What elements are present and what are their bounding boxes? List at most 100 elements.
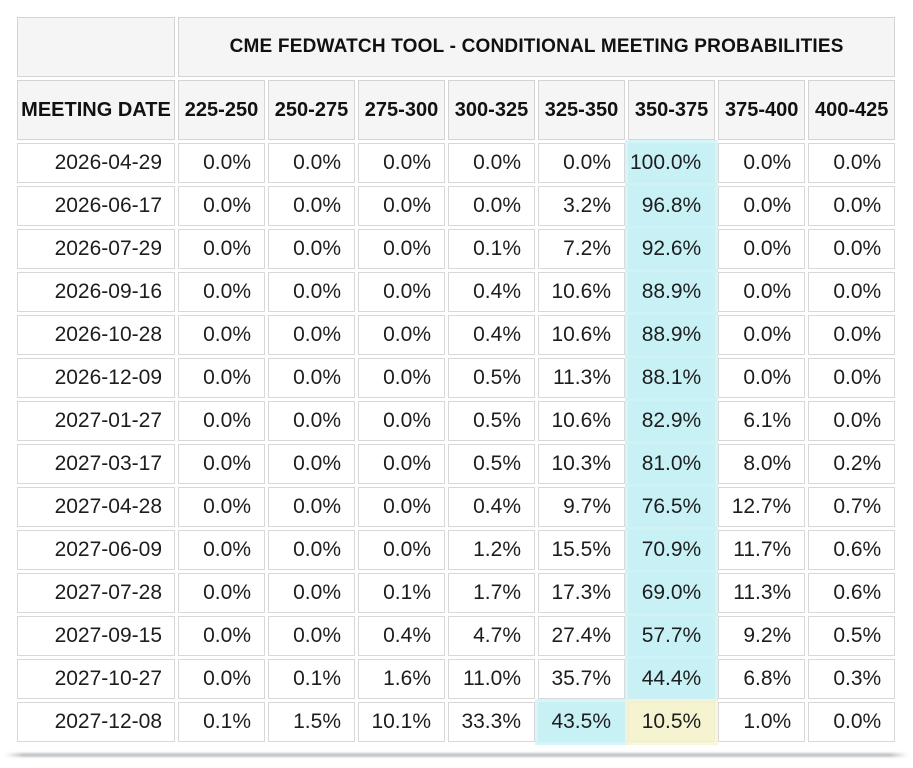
probability-cell: 0.0% [358, 401, 445, 441]
probability-cell: 0.0% [178, 186, 265, 226]
window-bottom-shadow [5, 753, 908, 757]
probability-cell: 0.0% [268, 573, 355, 613]
meeting-date-cell: 2027-09-15 [17, 616, 175, 656]
probability-cell: 1.0% [718, 702, 806, 742]
probability-cell: 11.3% [538, 358, 625, 398]
probability-cell: 0.0% [178, 401, 265, 441]
meeting-date-cell: 2027-04-28 [17, 487, 175, 527]
table-row: 2026-07-29 0.0% 0.0% 0.0% 0.1% 7.2% 92.6% 0.0% 0… [17, 229, 896, 269]
probability-cell: 0.0% [808, 143, 896, 183]
meeting-date-cell: 2027-01-27 [17, 401, 175, 441]
probability-cell: 0.0% [268, 315, 355, 355]
meeting-date-cell: 2026-12-09 [17, 358, 175, 398]
probability-cell: 0.0% [178, 616, 265, 656]
table-row: 2027-01-27 0.0% 0.0% 0.0% 0.5% 10.6% 82.9% 6.1%… [17, 401, 896, 441]
probability-cell-highlighted: 81.0% [628, 444, 716, 484]
probability-cell: 0.2% [808, 444, 896, 484]
probability-cell-highlighted: 88.9% [628, 272, 716, 312]
meeting-date-cell: 2027-10-27 [17, 659, 175, 699]
probability-cell: 0.0% [268, 487, 355, 527]
probability-cell: 0.4% [358, 616, 445, 656]
column-header-rate-375-400: 375-400 [718, 80, 806, 140]
probability-cell-highlighted: 88.1% [628, 358, 716, 398]
probability-cell: 0.6% [808, 573, 896, 613]
meeting-date-cell: 2026-06-17 [17, 186, 175, 226]
probability-cell: 0.1% [448, 229, 535, 269]
table-row: 2026-09-16 0.0% 0.0% 0.0% 0.4% 10.6% 88.9% 0.0%… [17, 272, 896, 312]
probability-cell: 27.4% [538, 616, 625, 656]
probability-cell: 0.0% [808, 401, 896, 441]
probability-cell: 11.0% [448, 659, 535, 699]
table-row: 2027-07-28 0.0% 0.0% 0.1% 1.7% 17.3% 69.0% 11.3… [17, 573, 896, 613]
table-row: 2027-06-09 0.0% 0.0% 0.0% 1.2% 15.5% 70.9% 11.7… [17, 530, 896, 570]
corner-cell [17, 17, 175, 77]
probability-cell: 17.3% [538, 573, 625, 613]
table-row: 2026-04-29 0.0% 0.0% 0.0% 0.0% 0.0% 100.0% 0.0%… [17, 143, 896, 183]
probability-cell: 0.0% [268, 229, 355, 269]
probability-cell: 0.0% [358, 272, 445, 312]
probability-cell: 0.0% [358, 358, 445, 398]
probability-cell-highlighted: 88.9% [628, 315, 716, 355]
probability-cell: 0.0% [718, 358, 806, 398]
probability-cell: 0.0% [808, 186, 896, 226]
column-header-rate-250-275: 250-275 [268, 80, 355, 140]
probability-cell: 0.6% [808, 530, 896, 570]
probability-cell: 8.0% [718, 444, 806, 484]
probability-cell-highlighted: 100.0% [628, 143, 716, 183]
meeting-date-cell: 2026-10-28 [17, 315, 175, 355]
column-header-rate-225-250: 225-250 [178, 80, 265, 140]
probability-cell: 0.0% [718, 186, 806, 226]
probability-cell: 0.0% [358, 530, 445, 570]
probability-cell: 0.0% [178, 573, 265, 613]
probability-cell: 10.3% [538, 444, 625, 484]
probability-cell: 0.0% [178, 444, 265, 484]
probability-cell: 0.0% [178, 659, 265, 699]
probability-cell: 0.0% [718, 272, 806, 312]
fedwatch-table: CME FEDWATCH TOOL - CONDITIONAL MEETING … [14, 14, 898, 745]
probability-cell: 0.4% [448, 272, 535, 312]
table-row: 2027-09-15 0.0% 0.0% 0.4% 4.7% 27.4% 57.7% 9.2%… [17, 616, 896, 656]
probability-cell: 0.0% [178, 315, 265, 355]
probability-cell: 35.7% [538, 659, 625, 699]
probability-cell-highlighted: 92.6% [628, 229, 716, 269]
probability-cell: 0.0% [808, 229, 896, 269]
probability-cell: 0.0% [178, 143, 265, 183]
column-header-rate-350-375: 350-375 [628, 80, 716, 140]
probability-cell: 0.0% [268, 186, 355, 226]
probability-cell: 0.0% [358, 487, 445, 527]
column-header-meeting-date: MEETING DATE [17, 80, 175, 140]
probability-cell-highlighted: 96.8% [628, 186, 716, 226]
probability-cell: 0.3% [808, 659, 896, 699]
probability-cell: 0.0% [358, 143, 445, 183]
table-row: 2027-04-28 0.0% 0.0% 0.0% 0.4% 9.7% 76.5% 12.7%… [17, 487, 896, 527]
probability-cell: 0.0% [808, 702, 896, 742]
probability-cell: 0.0% [178, 272, 265, 312]
probability-cell: 0.0% [718, 143, 806, 183]
meeting-date-cell: 2027-03-17 [17, 444, 175, 484]
probability-cell: 12.7% [718, 487, 806, 527]
probability-cell: 0.0% [268, 272, 355, 312]
meeting-date-cell: 2026-04-29 [17, 143, 175, 183]
table-row: 2026-06-17 0.0% 0.0% 0.0% 0.0% 3.2% 96.8% 0.0% 0… [17, 186, 896, 226]
probability-cell: 0.0% [178, 358, 265, 398]
probability-cell: 11.3% [718, 573, 806, 613]
column-header-row: MEETING DATE 225-250 250-275 275-300 300-325… [17, 80, 896, 140]
probability-cell: 0.4% [448, 315, 535, 355]
probability-cell: 6.8% [718, 659, 806, 699]
probability-cell: 0.0% [538, 143, 625, 183]
probability-cell: 0.0% [808, 272, 896, 312]
probability-cell: 1.2% [448, 530, 535, 570]
probability-cell: 7.2% [538, 229, 625, 269]
table-row: 2027-10-27 0.0% 0.1% 1.6% 11.0% 35.7% 44.4% 6.8… [17, 659, 896, 699]
meeting-date-cell: 2027-12-08 [17, 702, 175, 742]
table-body: 2026-04-29 0.0% 0.0% 0.0% 0.0% 0.0% 100.0% 0.0%… [17, 143, 896, 742]
probability-cell: 11.7% [718, 530, 806, 570]
meeting-date-cell: 2027-06-09 [17, 530, 175, 570]
column-header-rate-400-425: 400-425 [808, 80, 896, 140]
probability-cell: 0.0% [718, 315, 806, 355]
probability-cell: 0.0% [268, 143, 355, 183]
table-row: 2027-12-08 0.1% 1.5% 10.1% 33.3% 43.5% 10.5% 1.… [17, 702, 896, 742]
table-title: CME FEDWATCH TOOL - CONDITIONAL MEETING … [178, 17, 896, 77]
probability-cell: 0.1% [268, 659, 355, 699]
